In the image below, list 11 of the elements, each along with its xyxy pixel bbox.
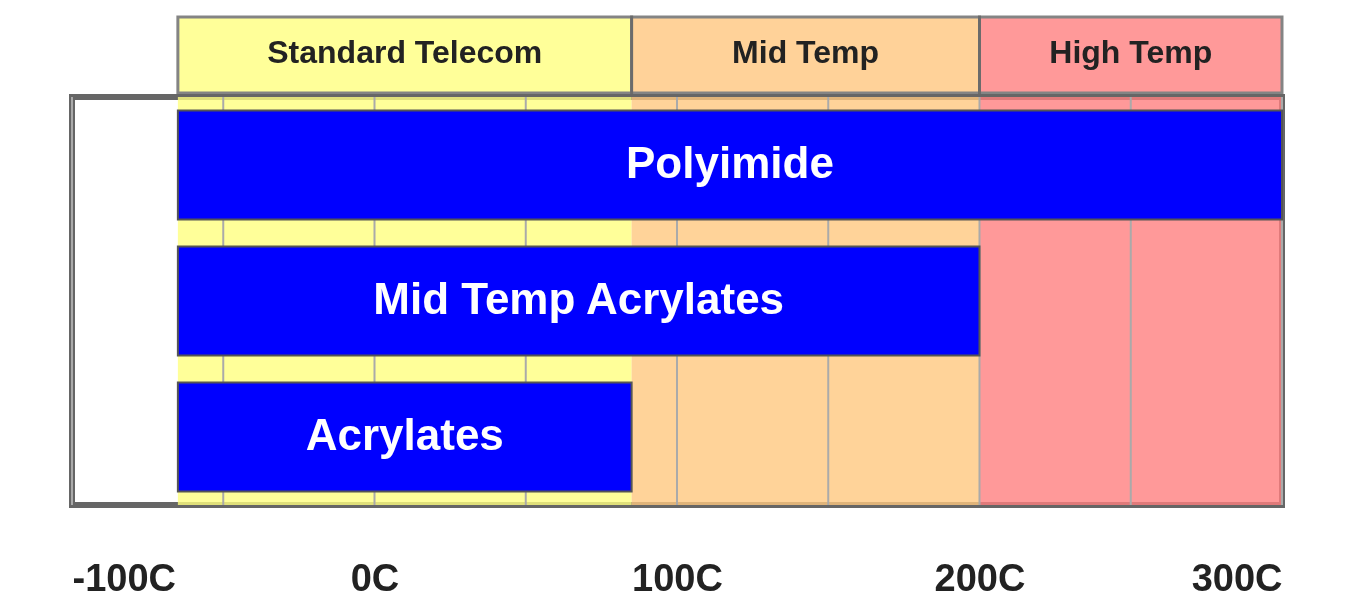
y-tick-label: Acrylates (305, 410, 504, 459)
band-label: Mid Temp (732, 34, 880, 70)
x-tick-label: 0C (350, 556, 400, 599)
band-label: High Temp (1049, 34, 1213, 70)
x-tick-label: -100C (72, 556, 176, 599)
y-tick-label: Polyimide (626, 138, 834, 187)
x-tick-label: 100C (632, 556, 723, 599)
y-tick-label: Mid Temp Acrylates (373, 274, 785, 323)
x-tick-label: 200C (934, 556, 1026, 599)
band-label: Standard Telecom (267, 34, 543, 70)
x-tick-label: 300C (1191, 556, 1283, 599)
